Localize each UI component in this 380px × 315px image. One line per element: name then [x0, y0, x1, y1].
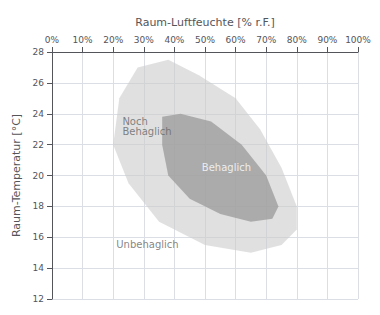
svg-text:Noch: Noch [122, 115, 148, 127]
svg-text:Behaglich: Behaglich [202, 162, 251, 173]
svg-text:Behaglich: Behaglich [122, 126, 171, 137]
svg-text:Raum-Luftfeuchte [% r.F.]: Raum-Luftfeuchte [% r.F.] [135, 16, 275, 29]
svg-text:70%: 70% [256, 35, 276, 45]
svg-text:20%: 20% [103, 35, 123, 45]
svg-text:60%: 60% [226, 35, 246, 45]
svg-text:Raum-Temperatur [°C]: Raum-Temperatur [°C] [10, 114, 23, 237]
svg-text:0%: 0% [45, 35, 60, 45]
svg-text:50%: 50% [195, 35, 215, 45]
svg-text:18: 18 [33, 201, 45, 211]
svg-text:80%: 80% [287, 35, 307, 45]
svg-text:100%: 100% [345, 35, 371, 45]
svg-text:20: 20 [33, 171, 45, 181]
svg-text:30%: 30% [134, 35, 154, 45]
svg-text:90%: 90% [317, 35, 337, 45]
svg-text:28: 28 [33, 47, 45, 57]
svg-text:14: 14 [33, 263, 45, 273]
svg-text:Unbehaglich: Unbehaglich [116, 239, 178, 250]
svg-text:16: 16 [33, 232, 45, 242]
svg-text:12: 12 [33, 294, 44, 304]
svg-text:24: 24 [33, 109, 45, 119]
svg-text:10%: 10% [73, 35, 93, 45]
svg-text:26: 26 [33, 78, 45, 88]
svg-text:22: 22 [33, 140, 44, 150]
svg-text:40%: 40% [164, 35, 184, 45]
